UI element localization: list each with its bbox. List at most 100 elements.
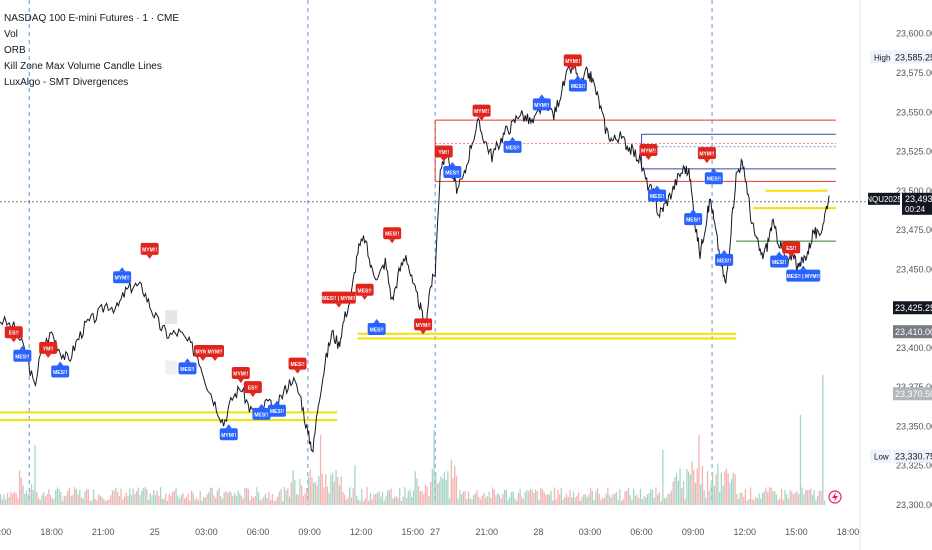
- volume-bar: [731, 479, 733, 505]
- volume-bar: [672, 481, 674, 505]
- volume-bar: [505, 489, 507, 505]
- bearish-smt-marker: MYM!!: [697, 147, 716, 164]
- volume-bar: [502, 493, 504, 505]
- marker-box: [113, 271, 132, 284]
- marker-pointer: [361, 295, 368, 300]
- marker-pointer: [273, 400, 280, 405]
- volume-bar: [282, 500, 284, 505]
- volume-bar: [452, 478, 454, 505]
- volume-bar: [710, 483, 712, 505]
- x-tick-label: 12:00: [350, 527, 373, 537]
- marker-label: MES!!: [385, 232, 400, 238]
- volume-bar: [512, 491, 514, 505]
- volume-bar: [818, 490, 821, 505]
- volume-bar: [760, 498, 762, 505]
- volume-bar: [610, 497, 612, 505]
- volume-bar: [751, 499, 753, 505]
- volume-bar: [80, 497, 83, 505]
- bullish-smt-marker: MES!!: [443, 161, 462, 178]
- volume-bar: [53, 499, 55, 505]
- volume-bar: [192, 493, 194, 505]
- volume-bar: [30, 483, 33, 505]
- volume-bar: [275, 499, 277, 505]
- volume-bar: [123, 496, 126, 505]
- marker-box: [770, 255, 789, 268]
- volume-bar: [177, 495, 179, 505]
- x-tick-label: 03:00: [579, 527, 602, 537]
- x-tick-label: 18:00: [40, 527, 63, 537]
- marker-pointer: [119, 267, 126, 272]
- indicator-kill-zone[interactable]: Kill Zone Max Volume Candle Lines: [4, 61, 162, 72]
- volume-bar: [139, 495, 141, 505]
- volume-bar: [278, 491, 280, 505]
- volume-bar: [146, 489, 148, 505]
- y-tick-label: 23,325.00: [896, 461, 932, 471]
- volume-bar: [110, 495, 112, 505]
- volume-bar: [650, 489, 652, 505]
- y-tick-label: 23,475.00: [896, 225, 932, 235]
- volume-bar: [514, 498, 516, 505]
- volume-bar: [72, 494, 74, 505]
- indicator-vol[interactable]: Vol: [4, 29, 18, 40]
- volume-bar: [376, 493, 378, 505]
- volume-bar: [808, 489, 810, 505]
- marker-box: [267, 404, 286, 417]
- volume-bar: [129, 488, 131, 505]
- volume-bar: [424, 484, 427, 505]
- volume-bar: [141, 491, 143, 505]
- volume-bar: [546, 494, 549, 505]
- volume-bar: [96, 500, 98, 505]
- volume-bar: [239, 493, 241, 505]
- volume-bar: [244, 488, 246, 505]
- volume-bar: [251, 496, 253, 505]
- volume-bar: [99, 496, 102, 505]
- volume-bar: [626, 490, 628, 505]
- volume-bar: [0, 494, 2, 505]
- volume-bar: [165, 493, 167, 505]
- volume-bar: [159, 487, 162, 505]
- volume-bar: [87, 489, 90, 505]
- volume-bar: [479, 499, 482, 505]
- volume-bar: [476, 490, 478, 505]
- marker-box: [51, 365, 70, 378]
- marker-label: MES!!: [370, 328, 385, 334]
- volume-bar: [423, 494, 425, 505]
- volume-bar: [381, 491, 384, 505]
- volume-bar: [736, 494, 738, 505]
- volume-bar: [130, 495, 133, 505]
- indicator-smt[interactable]: LuxAlgo - SMT Divergences: [4, 77, 129, 88]
- volume-bar: [522, 499, 525, 505]
- chart-legend: NASDAQ 100 E-mini Futures · 1 · CME Vol …: [4, 11, 179, 91]
- marker-pointer: [258, 403, 265, 408]
- volume-bar: [718, 492, 721, 505]
- volume-bar: [822, 375, 824, 505]
- volume-bar: [486, 496, 489, 505]
- volume-bar: [761, 492, 764, 505]
- current-price-value: 23,493.25: [905, 194, 932, 204]
- marker-box: [231, 367, 250, 380]
- volume-bar: [400, 500, 403, 505]
- volume-bar: [184, 498, 186, 505]
- volume-bar: [82, 498, 84, 505]
- marker-label: ES!!: [9, 331, 19, 337]
- volume-bar: [627, 487, 630, 505]
- volume-bar: [667, 493, 669, 505]
- volume-bar: [297, 494, 299, 505]
- symbol-title[interactable]: NASDAQ 100 E-mini Futures · 1 · CME: [4, 13, 180, 24]
- volume-bar: [402, 496, 404, 505]
- volume-bar: [240, 495, 243, 505]
- volume-bar: [555, 499, 557, 505]
- volume-bar: [58, 488, 60, 505]
- marker-pointer: [373, 319, 380, 324]
- volume-bar: [218, 487, 220, 505]
- volume-bar: [722, 485, 724, 505]
- volume-bar: [720, 472, 722, 505]
- bullish-smt-marker: MES!!: [13, 345, 32, 362]
- indicator-orb[interactable]: ORB: [4, 45, 26, 56]
- volume-bar: [703, 490, 705, 505]
- volume-bar: [691, 461, 693, 505]
- volume-bar: [615, 491, 618, 505]
- marker-box: [140, 242, 159, 255]
- volume-bar: [313, 482, 315, 505]
